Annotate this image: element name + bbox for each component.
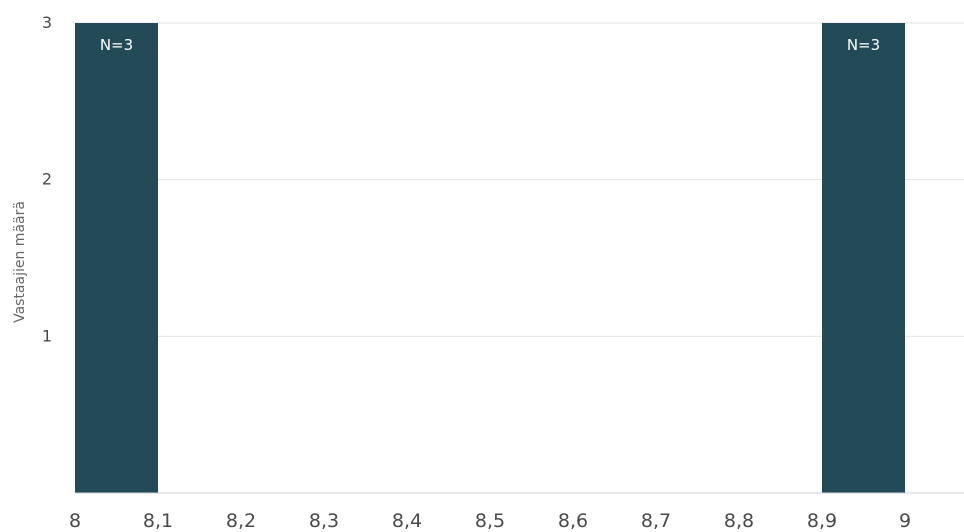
bar — [822, 23, 905, 493]
x-tick-label: 8 — [69, 510, 81, 532]
y-tick-label: 1 — [42, 326, 52, 345]
y-tick-label: 3 — [42, 13, 52, 32]
x-tick-label: 8,6 — [558, 510, 588, 532]
x-tick-label: 9 — [899, 510, 911, 532]
x-tick-label: 8,1 — [143, 510, 173, 532]
bar-data-label: N=3 — [100, 36, 133, 54]
x-tick-label: 8,7 — [641, 510, 671, 532]
x-tick-label: 8,5 — [475, 510, 505, 532]
x-tick-label: 8,2 — [226, 510, 256, 532]
y-tick-labels: 1 2 3 — [42, 13, 52, 345]
x-tick-labels: 8 8,1 8,2 8,3 8,4 8,5 8,6 8,7 8,8 8,9 9 — [69, 510, 911, 532]
y-tick-label: 2 — [42, 170, 52, 189]
y-axis-label: Vastaajien määrä — [12, 201, 28, 323]
bar — [75, 23, 158, 493]
bar-data-label: N=3 — [847, 36, 880, 54]
x-tick-label: 8,8 — [724, 510, 754, 532]
x-tick-label: 8,9 — [807, 510, 837, 532]
grid-lines — [75, 22, 964, 337]
x-tick-label: 8,3 — [309, 510, 339, 532]
x-tick-label: 8,4 — [392, 510, 422, 532]
bars: N=3 N=3 — [75, 23, 905, 493]
